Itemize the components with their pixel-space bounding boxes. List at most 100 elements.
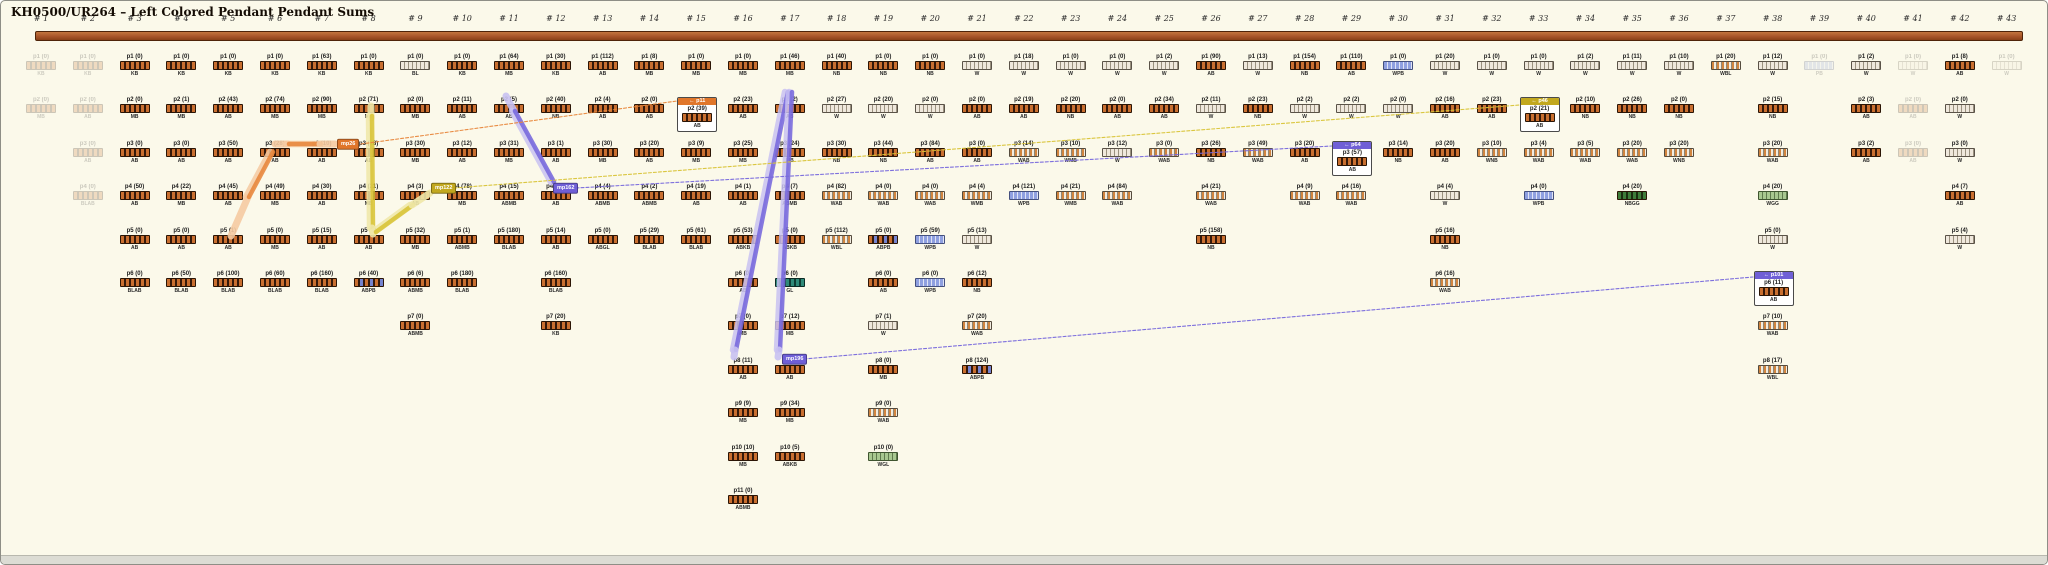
pendant-cell[interactable]: p3 (30) NB xyxy=(820,141,854,164)
pendant-cell[interactable]: p3 (20) WNB xyxy=(1662,141,1696,164)
selected-pendant-cell[interactable]: ← p11 p2 (39) AB xyxy=(677,97,718,133)
pendant-cell[interactable]: p1 (0) KB xyxy=(445,54,479,77)
pendant-cell[interactable]: p2 (16) AB xyxy=(1428,97,1462,120)
pendant-cell[interactable]: p8 (11) AB xyxy=(726,358,760,381)
pendant-cell[interactable]: p1 (8) MB xyxy=(632,54,666,77)
pendant-cell[interactable]: p5 (59) WPB xyxy=(913,228,947,251)
pendant-cell[interactable]: p4 (3) AB xyxy=(398,184,432,207)
pendant-cell[interactable]: p5 (53) ABKB xyxy=(726,228,760,251)
pendant-cell[interactable]: p3 (28) AB xyxy=(258,141,292,164)
pendant-cell[interactable]: p2 (0) AB xyxy=(632,97,666,120)
pendant-cell[interactable]: p5 (0) AB xyxy=(164,228,198,251)
pendant-cell[interactable]: p4 (21) WMB xyxy=(1054,184,1088,207)
pendant-cell[interactable]: p4 (4) ABMB xyxy=(586,184,620,207)
pendant-cell[interactable]: p3 (2) AB xyxy=(1849,141,1883,164)
pendant-cell[interactable]: p1 (90) AB xyxy=(1194,54,1228,77)
pendant-cell[interactable]: p2 (2) W xyxy=(1334,97,1368,120)
pendant-cell[interactable]: p1 (2) W xyxy=(1147,54,1181,77)
pendant-cell[interactable]: p1 (18) W xyxy=(1007,54,1041,77)
pendant-cell[interactable]: p3 (26) NB xyxy=(1194,141,1228,164)
pendant-cell[interactable]: p1 (154) NB xyxy=(1288,54,1322,77)
pendant-cell[interactable]: p2 (20) W xyxy=(866,97,900,120)
pendant-cell[interactable]: p5 (4) AB xyxy=(352,228,386,251)
pendant-cell[interactable]: p1 (63) KB xyxy=(305,54,339,77)
pendant-cell[interactable]: p1 (0) W xyxy=(1100,54,1134,77)
pendant-cell[interactable]: p10 (10) MB xyxy=(726,445,760,468)
pendant-cell[interactable]: p2 (0) AB xyxy=(71,97,105,120)
pendant-cell[interactable]: p5 (112) WBL xyxy=(820,228,854,251)
pendant-cell[interactable]: p7 (0) MB xyxy=(726,314,760,337)
pendant-cell[interactable]: p1 (0) KB xyxy=(164,54,198,77)
pendant-cell[interactable]: p6 (16) WAB xyxy=(1428,271,1462,294)
pendant-cell[interactable]: p6 (60) BLAB xyxy=(258,271,292,294)
pendant-cell[interactable]: p3 (20) WAB xyxy=(1756,141,1790,164)
pendant-cell[interactable]: p6 (40) ABPB xyxy=(352,271,386,294)
pendant-cell[interactable]: p6 (0) AB xyxy=(726,271,760,294)
pendant-cell[interactable]: p4 (20) WGG xyxy=(1756,184,1790,207)
pendant-cell[interactable]: p5 (4) W xyxy=(1943,228,1977,251)
pendant-cell[interactable]: p3 (30) MB xyxy=(586,141,620,164)
pendant-cell[interactable]: p2 (5) AB xyxy=(492,97,526,120)
pendant-cell[interactable]: p3 (0) AB xyxy=(118,141,152,164)
pendant-cell[interactable]: p4 (0) WAB xyxy=(913,184,947,207)
pendant-cell[interactable]: p3 (14) WAB xyxy=(1007,141,1041,164)
path-label-pill[interactable]: mp196 xyxy=(782,353,808,365)
pendant-cell[interactable]: p6 (50) BLAB xyxy=(164,271,198,294)
pendant-cell[interactable]: p4 (50) AB xyxy=(118,184,152,207)
path-label-pill[interactable]: mp122 xyxy=(431,182,457,194)
pendant-cell[interactable]: p1 (0) KB xyxy=(24,54,58,77)
pendant-cell[interactable]: p3 (0) W xyxy=(1943,141,1977,164)
pendant-cell[interactable]: p4 (19) AB xyxy=(679,184,713,207)
pendant-cell[interactable]: p6 (160) BLAB xyxy=(305,271,339,294)
pendant-cell[interactable]: p1 (0) W xyxy=(1475,54,1509,77)
pendant-cell[interactable]: p5 (0) ABPB xyxy=(866,228,900,251)
pendant-cell[interactable]: p4 (4) WMB xyxy=(960,184,994,207)
pendant-cell[interactable]: p7 (20) KB xyxy=(539,314,573,337)
pendant-cell[interactable]: p3 (25) MB xyxy=(726,141,760,164)
pendant-cell[interactable]: p3 (0) WAB xyxy=(1147,141,1181,164)
pendant-cell[interactable]: p9 (9) MB xyxy=(726,401,760,424)
pendant-cell[interactable]: p6 (100) BLAB xyxy=(211,271,245,294)
pendant-cell[interactable]: p3 (0) AB xyxy=(1896,141,1930,164)
pendant-cell[interactable]: p2 (0) W xyxy=(913,97,947,120)
pendant-cell[interactable]: p5 (0) ABGL xyxy=(586,228,620,251)
pendant-cell[interactable]: p8 (17) WBL xyxy=(1756,358,1790,381)
pendant-cell[interactable]: p4 (9) WAB xyxy=(1288,184,1322,207)
pendant-cell[interactable]: p2 (4) AB xyxy=(586,97,620,120)
selected-pendant-cell[interactable]: ← p46 p2 (21) AB xyxy=(1519,97,1560,133)
pendant-cell[interactable]: p1 (11) W xyxy=(1615,54,1649,77)
pendant-cell[interactable]: p2 (20) NB xyxy=(1054,97,1088,120)
pendant-cell[interactable]: p1 (0) PB xyxy=(1802,54,1836,77)
path-label-pill[interactable]: mp162 xyxy=(553,182,579,194)
pendant-cell[interactable]: p2 (0) MB xyxy=(118,97,152,120)
pendant-cell[interactable]: p2 (0) AB xyxy=(1896,97,1930,120)
pendant-cell[interactable]: p5 (32) MB xyxy=(398,228,432,251)
pendant-cell[interactable]: p4 (82) WAB xyxy=(820,184,854,207)
pendant-cell[interactable]: p1 (40) NB xyxy=(820,54,854,77)
pendant-cell[interactable]: p6 (12) NB xyxy=(960,271,994,294)
pendant-cell[interactable]: p2 (0) MB xyxy=(398,97,432,120)
selected-pendant-cell[interactable]: ← p101 p6 (11) AB xyxy=(1753,271,1794,306)
pendant-cell[interactable]: p4 (0) BLAB xyxy=(71,184,105,207)
pendant-cell[interactable]: p5 (16) NB xyxy=(1428,228,1462,251)
path-label-pill[interactable]: mp26 xyxy=(337,138,360,150)
pendant-cell[interactable]: p7 (12) MB xyxy=(773,314,807,337)
pendant-cell[interactable]: p2 (27) W xyxy=(820,97,854,120)
pendant-cell[interactable]: p7 (10) WAB xyxy=(1756,314,1790,337)
pendant-cell[interactable]: p3 (10) AB xyxy=(305,141,339,164)
pendant-cell[interactable]: p2 (0) AB xyxy=(960,97,994,120)
pendant-cell[interactable]: p3 (0) AB xyxy=(164,141,198,164)
pendant-cell[interactable]: p2 (40) NB xyxy=(539,97,573,120)
pendant-cell[interactable]: p2 (0) AB xyxy=(1100,97,1134,120)
pendant-cell[interactable]: p1 (64) MB xyxy=(492,54,526,77)
pendant-cell[interactable]: p1 (0) W xyxy=(1522,54,1556,77)
pendant-cell[interactable]: p1 (13) W xyxy=(1241,54,1275,77)
selected-pendant-cell[interactable]: ← p64 p3 (57) AB xyxy=(1332,140,1373,176)
pendant-cell[interactable]: p4 (22) MB xyxy=(164,184,198,207)
pendant-cell[interactable]: p2 (15) NB xyxy=(1756,97,1790,120)
pendant-cell[interactable]: p5 (29) BLAB xyxy=(632,228,666,251)
pendant-cell[interactable]: p1 (0) MB xyxy=(679,54,713,77)
pendant-cell[interactable]: p3 (14) NB xyxy=(1381,141,1415,164)
pendant-cell[interactable]: p2 (0) MB xyxy=(24,97,58,120)
pendant-cell[interactable]: p3 (20) AB xyxy=(1428,141,1462,164)
